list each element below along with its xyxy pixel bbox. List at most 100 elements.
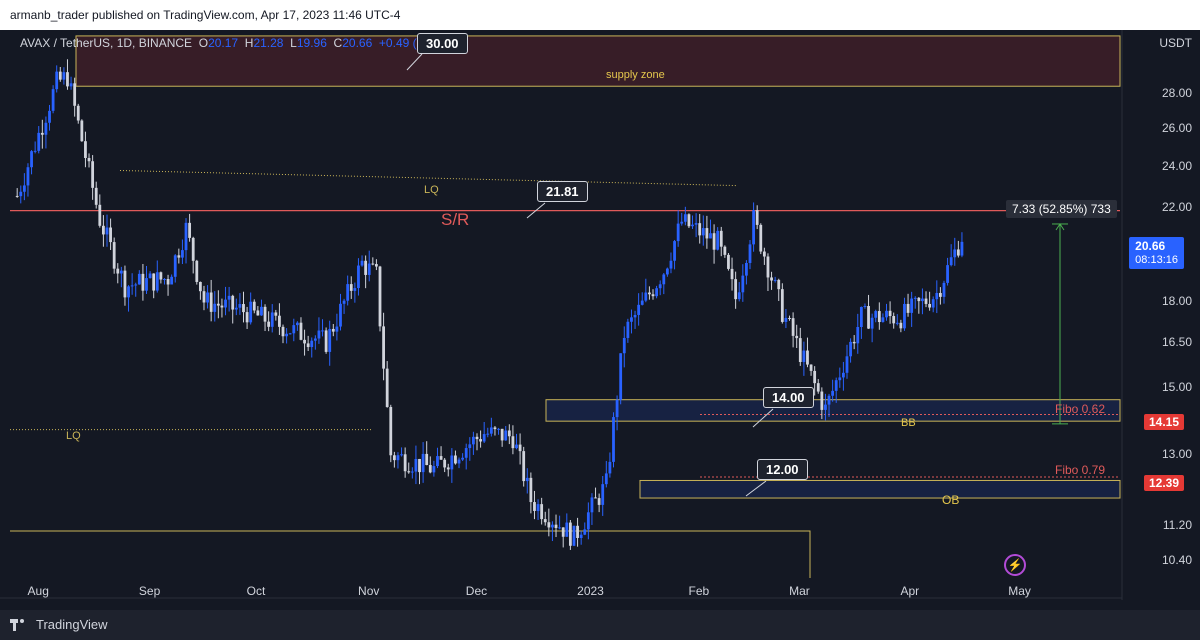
- candle: [612, 412, 615, 468]
- candle: [500, 428, 504, 447]
- symbol-legend: AVAX / TetherUS, 1D, BINANCE O20.17 H21.…: [20, 36, 430, 50]
- candle: [568, 519, 572, 550]
- candle: [511, 425, 515, 455]
- last-price-badge: 20.66 08:13:16: [1129, 237, 1184, 269]
- candle: [468, 437, 472, 461]
- candle: [242, 291, 245, 323]
- x-tick-label: May: [1008, 584, 1031, 598]
- candle: [870, 313, 874, 343]
- candle: [676, 210, 680, 247]
- supply-zone: [75, 35, 1121, 87]
- candle: [382, 312, 385, 381]
- candle: [425, 441, 429, 466]
- low-value: 19.96: [296, 36, 327, 50]
- candle: [375, 259, 378, 271]
- candle: [504, 425, 508, 441]
- x-tick-label: Apr: [900, 584, 920, 598]
- candle: [450, 448, 454, 483]
- candle: [712, 224, 716, 264]
- bb-label: BB: [901, 417, 916, 429]
- symbol-name: AVAX / TetherUS, 1D, BINANCE: [20, 36, 193, 50]
- ob-label: OB: [942, 493, 960, 507]
- candle: [360, 255, 364, 267]
- tradingview-logo[interactable]: TradingView: [10, 617, 108, 632]
- candle: [94, 181, 98, 209]
- candle: [877, 302, 881, 330]
- candle: [867, 294, 870, 329]
- candle: [137, 270, 141, 285]
- chart-background: [0, 30, 1200, 610]
- candle: [130, 273, 134, 295]
- candle: [471, 431, 475, 455]
- candle: [181, 239, 184, 265]
- range-measure-label: 7.33 (52.85%) 733: [1006, 200, 1117, 218]
- ob-zone: [639, 479, 1121, 499]
- range-outline: [10, 530, 811, 578]
- candle: [364, 255, 368, 289]
- candle: [824, 393, 827, 421]
- candle: [773, 276, 777, 283]
- candle: [66, 59, 69, 90]
- candle: [561, 527, 565, 548]
- last-price: 20.66: [1135, 239, 1166, 253]
- candle: [906, 293, 910, 317]
- candle: [737, 282, 741, 302]
- x-tick-label: Mar: [789, 584, 810, 598]
- price-chart[interactable]: [0, 30, 1200, 610]
- brand-name: TradingView: [36, 617, 108, 632]
- candle: [163, 278, 166, 285]
- candle: [698, 213, 702, 244]
- fibo-79-price-badge: 12.39: [1143, 475, 1184, 491]
- candle: [378, 265, 382, 332]
- candle: [669, 252, 673, 274]
- candle: [206, 285, 209, 309]
- candle: [938, 287, 942, 305]
- lq-left-label: LQ: [66, 430, 81, 442]
- candle: [813, 366, 817, 396]
- callout-30[interactable]: 30.00: [417, 33, 468, 54]
- candle: [357, 258, 360, 296]
- candle: [705, 215, 709, 249]
- candle: [303, 329, 306, 356]
- candle: [762, 247, 766, 265]
- candle: [834, 377, 838, 403]
- candle: [403, 447, 407, 478]
- candle: [572, 525, 576, 547]
- candle: [849, 338, 852, 363]
- fibo-62-price-badge: 14.15: [1143, 414, 1184, 430]
- candle: [328, 320, 332, 366]
- candle: [640, 292, 644, 306]
- candle: [752, 202, 755, 252]
- candle: [845, 344, 849, 379]
- callout-12[interactable]: 12.00: [757, 459, 808, 480]
- candle: [856, 313, 860, 354]
- y-tick-label: 22.00: [1161, 199, 1192, 214]
- callout-14[interactable]: 14.00: [763, 387, 814, 408]
- candle: [227, 286, 231, 312]
- candle: [594, 487, 597, 499]
- candle: [946, 257, 949, 286]
- candle: [691, 215, 694, 229]
- candle: [604, 460, 608, 488]
- candle: [256, 306, 260, 316]
- candle: [152, 273, 156, 299]
- candle: [637, 293, 641, 326]
- candle: [371, 257, 375, 266]
- candle: [709, 219, 712, 239]
- candle: [716, 227, 720, 251]
- candle: [274, 309, 278, 321]
- candle: [238, 293, 242, 315]
- candle: [285, 328, 289, 344]
- candle: [859, 306, 863, 339]
- candle: [809, 364, 813, 376]
- candle: [536, 499, 540, 520]
- lightning-icon[interactable]: ⚡: [1004, 554, 1026, 576]
- candle: [576, 517, 579, 547]
- candle: [392, 451, 396, 468]
- candle: [173, 254, 177, 283]
- candle: [673, 239, 676, 270]
- candle: [198, 281, 202, 300]
- publisher-text: armanb_trader published on TradingView.c…: [10, 8, 401, 22]
- y-tick-label: 26.00: [1161, 120, 1192, 135]
- callout-21-81[interactable]: 21.81: [537, 181, 588, 202]
